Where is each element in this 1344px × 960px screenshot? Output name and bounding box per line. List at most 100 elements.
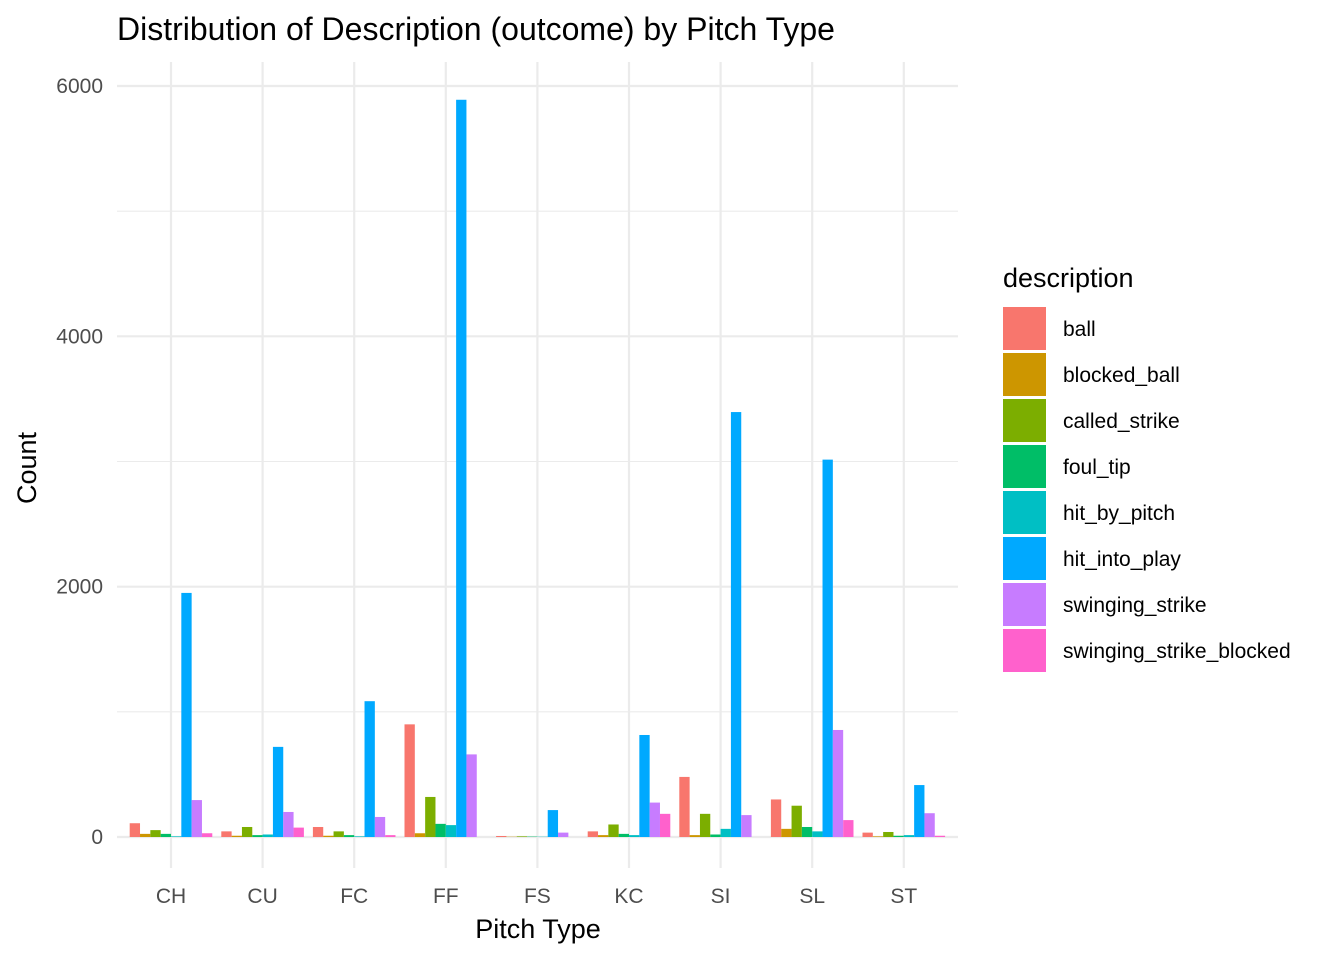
y-tick-label: 4000 [56, 325, 103, 348]
bar-CU-blocked-ball [232, 836, 242, 837]
bar-CU-called-strike [242, 827, 252, 837]
bar-FS-called-strike [517, 836, 527, 837]
legend-key-hit-into-play [1003, 537, 1046, 580]
bar-KC-blocked-ball [598, 835, 608, 837]
x-tick-label: FS [524, 885, 551, 908]
bar-KC-ball [588, 831, 598, 837]
x-axis-ticks: CH CU FC FF FS KC SI SL ST [156, 885, 918, 908]
y-tick-label: 0 [91, 826, 103, 849]
bar-ST-called-strike [883, 832, 893, 837]
bar-SL-swinging-strike-blocked [843, 820, 853, 837]
bar-FC-blocked-ball [323, 836, 333, 837]
bar-SL-blocked-ball [781, 829, 791, 837]
bar-FS-ball [496, 836, 506, 837]
bar-FC-called-strike [334, 831, 344, 837]
bar-CU-ball [221, 831, 231, 837]
bar-SI-hit-by-pitch [721, 829, 731, 837]
legend-key-swinging-strike [1003, 583, 1046, 626]
bar-ST-blocked-ball [873, 836, 883, 837]
bar-FS-hit-into-play [548, 810, 558, 837]
legend-key-ball [1003, 307, 1046, 350]
legend-label: called_strike [1063, 410, 1180, 433]
legend-key-swinging-strike-blocked [1003, 629, 1046, 672]
x-tick-label: SL [799, 885, 825, 908]
bar-FC-hit-by-pitch [354, 836, 364, 837]
legend-label: foul_tip [1063, 456, 1131, 479]
bar-ST-hit-into-play [914, 785, 924, 837]
bar-ST-hit-by-pitch [904, 835, 914, 837]
bar-FF-blocked-ball [415, 833, 425, 837]
bar-SL-ball [771, 799, 781, 837]
bar-KC-hit-into-play [639, 735, 649, 837]
legend-title: description [1003, 263, 1134, 293]
x-tick-label: CU [247, 885, 277, 908]
bar-FF-hit-by-pitch [446, 825, 456, 837]
bar-FF-called-strike [425, 797, 435, 837]
chart-title: Distribution of Description (outcome) by… [117, 11, 835, 47]
x-tick-label: FC [340, 885, 368, 908]
bar-ST-swinging-strike-blocked [935, 836, 945, 837]
legend-label: hit_into_play [1063, 548, 1181, 571]
bar-CH-swinging-strike-blocked [202, 833, 212, 837]
bar-CU-hit-into-play [273, 747, 283, 837]
bar-KC-swinging-strike-blocked [660, 814, 670, 837]
bar-CH-blocked-ball [140, 834, 150, 837]
x-tick-label: ST [890, 885, 917, 908]
bar-FF-ball [405, 724, 415, 837]
bar-FC-swinging-strike-blocked [385, 835, 395, 837]
bar-SI-foul-tip [710, 835, 720, 838]
bar-FC-foul-tip [344, 835, 354, 837]
bar-CH-hit-into-play [181, 593, 191, 837]
legend-key-foul-tip [1003, 445, 1046, 488]
legend-label: hit_by_pitch [1063, 502, 1175, 525]
x-tick-label: CH [156, 885, 186, 908]
y-axis-title: Count [12, 431, 42, 504]
bar-CH-ball [130, 823, 140, 837]
bar-FC-hit-into-play [365, 701, 375, 837]
bar-CU-swinging-strike-blocked [294, 828, 304, 837]
bar-ST-swinging-strike [924, 813, 934, 837]
bar-KC-called-strike [608, 824, 618, 837]
bar-ST-ball [863, 833, 873, 837]
bar-CH-hit-by-pitch [171, 836, 181, 837]
legend-label: ball [1063, 318, 1096, 341]
bar-SI-hit-into-play [731, 412, 741, 837]
bar-FF-hit-into-play [456, 100, 466, 837]
legend-key-hit-by-pitch [1003, 491, 1046, 534]
x-tick-label: SI [711, 885, 731, 908]
bar-SL-hit-by-pitch [812, 831, 822, 837]
bar-SI-swinging-strike [741, 815, 751, 837]
bar-SI-blocked-ball [690, 835, 700, 837]
y-tick-label: 6000 [56, 75, 103, 98]
bar-SI-ball [679, 777, 689, 837]
bar-CU-swinging-strike [283, 812, 293, 837]
bar-CH-foul-tip [161, 834, 171, 837]
bar-ST-foul-tip [893, 836, 903, 837]
legend-key-blocked-ball [1003, 353, 1046, 396]
bar-CH-swinging-strike [192, 800, 202, 837]
bar-FC-ball [313, 827, 323, 837]
bar-CH-called-strike [150, 830, 160, 837]
bar-SL-called-strike [792, 806, 802, 837]
bar-CU-foul-tip [252, 835, 262, 837]
legend-key-called-strike [1003, 399, 1046, 442]
bar-SI-called-strike [700, 814, 710, 837]
legend-label: swinging_strike_blocked [1063, 640, 1291, 663]
bar-FC-swinging-strike [375, 817, 385, 837]
bar-KC-swinging-strike [650, 803, 660, 837]
bar-FF-swinging-strike [466, 754, 476, 837]
bar-KC-hit-by-pitch [629, 835, 639, 837]
bar-SL-swinging-strike [833, 730, 843, 837]
y-tick-label: 2000 [56, 576, 103, 599]
legend-label: swinging_strike [1063, 594, 1207, 617]
bar-CU-hit-by-pitch [263, 835, 273, 838]
bar-KC-foul-tip [619, 834, 629, 837]
x-tick-label: FF [433, 885, 459, 908]
bar-FS-swinging-strike [558, 833, 568, 837]
legend-label: blocked_ball [1063, 364, 1180, 387]
x-tick-label: KC [614, 885, 643, 908]
bar-SL-hit-into-play [823, 460, 833, 837]
bar-SL-foul-tip [802, 827, 812, 837]
bar-FF-foul-tip [435, 824, 445, 837]
